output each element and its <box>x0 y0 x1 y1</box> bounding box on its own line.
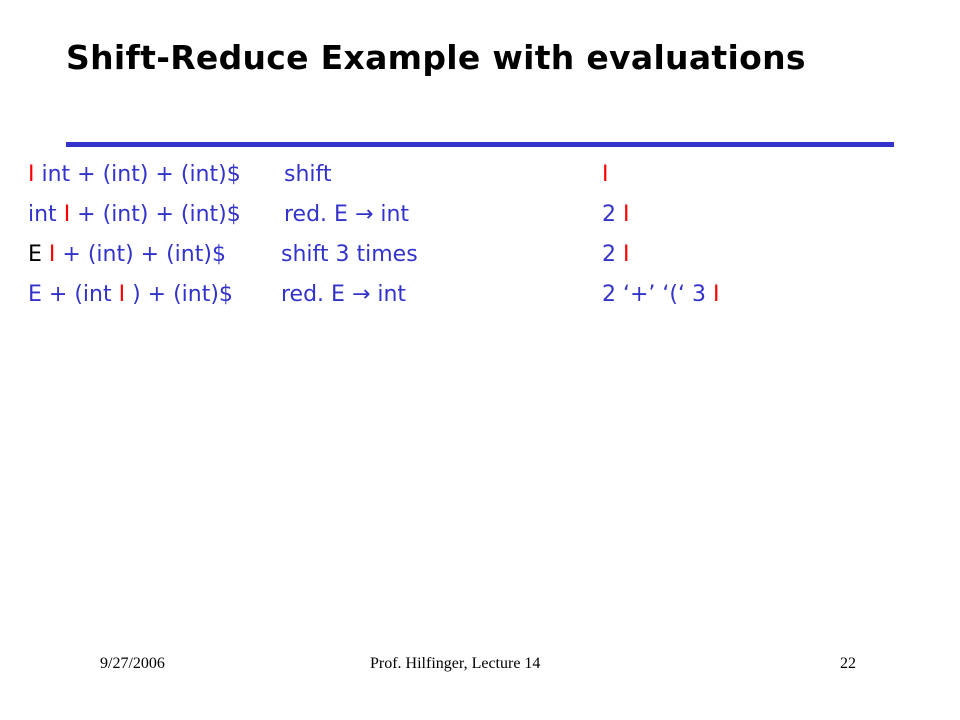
input-text: + (int) + (int)$ <box>55 242 226 267</box>
footer-date: 9/27/2006 <box>100 655 165 672</box>
stack-text: 2 ‘+’ ‘(‘ 3 <box>602 282 713 307</box>
title-underline <box>66 142 894 147</box>
cursor-marker: I <box>712 282 720 307</box>
action-cell: shift 3 times <box>281 242 418 267</box>
action-cell: red. E → int <box>281 282 407 307</box>
trace-row-4: E + (int I ) + (int)$ red. E → int 2 ‘+’… <box>0 282 960 316</box>
input-text: E <box>28 242 49 267</box>
stack-cell: I <box>602 162 609 187</box>
cursor-marker: I <box>623 242 630 267</box>
action-cell: shift <box>284 162 332 187</box>
input-cell: E I + (int) + (int)$ <box>28 242 226 267</box>
input-text: E + (int <box>28 282 119 307</box>
input-text: int <box>28 202 64 227</box>
stack-text: 2 <box>602 202 623 227</box>
trace-row-2: int I + (int) + (int)$ red. E → int 2 I <box>0 202 960 236</box>
stack-cell: 2 I <box>602 242 630 267</box>
cursor-marker: I <box>28 162 35 187</box>
input-cell: I int + (int) + (int)$ <box>28 162 241 187</box>
cursor-marker: I <box>623 202 630 227</box>
stack-cell: 2 I <box>602 202 630 227</box>
stack-text: 2 <box>602 242 623 267</box>
trace-row-3: E I + (int) + (int)$ shift 3 times 2 I <box>0 242 960 276</box>
cursor-marker: I <box>602 162 609 187</box>
cursor-marker: I <box>48 242 56 267</box>
input-text: ) + (int)$ <box>125 282 233 307</box>
footer-page-number: 22 <box>840 655 856 672</box>
trace-row-1: I int + (int) + (int)$ shift I <box>0 162 960 196</box>
input-text: + (int) + (int)$ <box>70 202 241 227</box>
stack-cell: 2 ‘+’ ‘(‘ 3 I <box>602 282 719 307</box>
action-cell: red. E → int <box>284 202 410 227</box>
input-cell: E + (int I ) + (int)$ <box>28 282 233 307</box>
slide-title: Shift-Reduce Example with evaluations <box>66 38 806 77</box>
input-text: int + (int) + (int)$ <box>34 162 241 187</box>
cursor-marker: I <box>118 282 126 307</box>
footer-author: Prof. Hilfinger, Lecture 14 <box>370 655 541 672</box>
cursor-marker: I <box>63 202 71 227</box>
input-cell: int I + (int) + (int)$ <box>28 202 241 227</box>
